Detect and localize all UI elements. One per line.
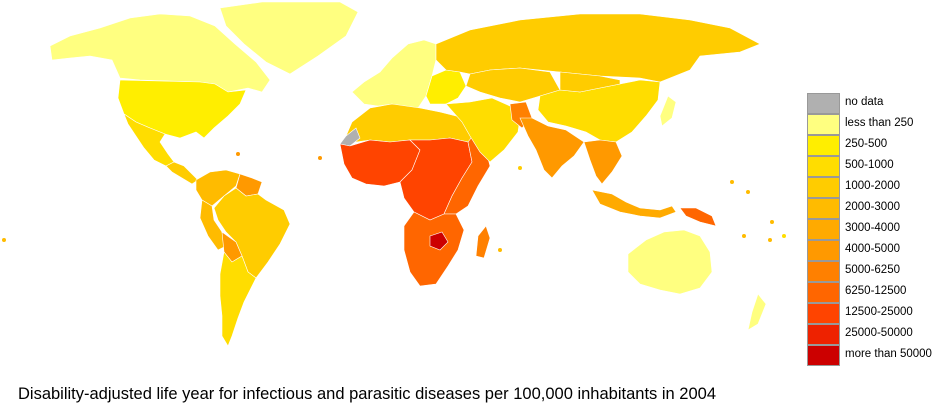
legend-swatch [807, 240, 840, 261]
legend-item: 5000-6250 [807, 261, 940, 282]
legend-label: 3000-4000 [845, 222, 900, 234]
legend-item: less than 250 [807, 114, 940, 135]
region-madagascar [475, 225, 491, 259]
legend-item: 500-1000 [807, 156, 940, 177]
legend-swatch [807, 303, 840, 324]
map-caption: Disability-adjusted life year for infect… [18, 385, 716, 403]
region-europe [351, 39, 437, 111]
region-greenland [219, 1, 359, 75]
legend-label: 5000-6250 [845, 264, 900, 276]
legend-item: 4000-5000 [807, 240, 940, 261]
legend-swatch [807, 156, 840, 177]
region-russia [435, 13, 761, 83]
legend-label: more than 50000 [845, 348, 932, 360]
legend-item: 12500-25000 [807, 303, 940, 324]
island-marker [768, 238, 772, 242]
island-marker [730, 180, 734, 184]
island-markers [2, 152, 786, 252]
region-central-america [165, 161, 199, 185]
legend-label: 1000-2000 [845, 180, 900, 192]
region-new-zealand [747, 293, 767, 331]
legend-item: 2000-3000 [807, 198, 940, 219]
island-marker [742, 234, 746, 238]
legend-item: 6250-12500 [807, 282, 940, 303]
world-map [2, 1, 786, 347]
legend-swatch [807, 93, 840, 114]
region-japan [659, 95, 677, 127]
region-zimbabwe [429, 231, 449, 251]
island-marker [746, 190, 750, 194]
island-marker [236, 152, 240, 156]
region-papua-new-guinea [679, 207, 717, 227]
legend-item: 250-500 [807, 135, 940, 156]
island-marker [770, 220, 774, 224]
legend-label: 2000-3000 [845, 201, 900, 213]
legend-swatch [807, 114, 840, 135]
legend-swatch [807, 177, 840, 198]
region-middle-east [445, 97, 521, 163]
region-southern-africa [403, 211, 465, 287]
map-legend: no data less than 250 250-500 500-1000 1000-… [807, 93, 940, 366]
region-mainland-southeast-asia [583, 139, 623, 185]
legend-swatch [807, 135, 840, 156]
legend-label: 6250-12500 [845, 285, 907, 297]
island-marker [518, 166, 522, 170]
legend-label: less than 250 [845, 117, 914, 129]
region-australia [627, 229, 713, 295]
island-marker [498, 248, 502, 252]
legend-label: 12500-25000 [845, 306, 913, 318]
legend-swatch [807, 324, 840, 345]
legend-swatch [807, 282, 840, 303]
legend-item: no data [807, 93, 940, 114]
legend-label: no data [845, 96, 884, 108]
region-maritime-southeast-asia [591, 189, 677, 219]
region-southern-cone [219, 251, 257, 347]
legend-item: 3000-4000 [807, 219, 940, 240]
region-brazil [213, 187, 291, 279]
island-marker [782, 234, 786, 238]
legend-label: 25000-50000 [845, 327, 913, 339]
legend-swatch [807, 261, 840, 282]
region-canada [49, 13, 271, 93]
region-south-asia [519, 117, 585, 179]
legend-label: 250-500 [845, 138, 888, 150]
region-mongolia [559, 71, 621, 93]
island-marker [318, 156, 322, 160]
region-colombia-venezuela [195, 169, 241, 207]
world-map-svg [2, 1, 786, 347]
legend-swatch [807, 198, 840, 219]
region-western-sahara [339, 127, 361, 147]
legend-item: 25000-50000 [807, 324, 940, 345]
island-marker [2, 238, 6, 242]
legend-label: 500-1000 [845, 159, 894, 171]
legend-item: 1000-2000 [807, 177, 940, 198]
legend-swatch [807, 345, 840, 366]
legend-swatch [807, 219, 840, 240]
legend-label: 4000-5000 [845, 243, 900, 255]
legend-item: more than 50000 [807, 345, 940, 366]
